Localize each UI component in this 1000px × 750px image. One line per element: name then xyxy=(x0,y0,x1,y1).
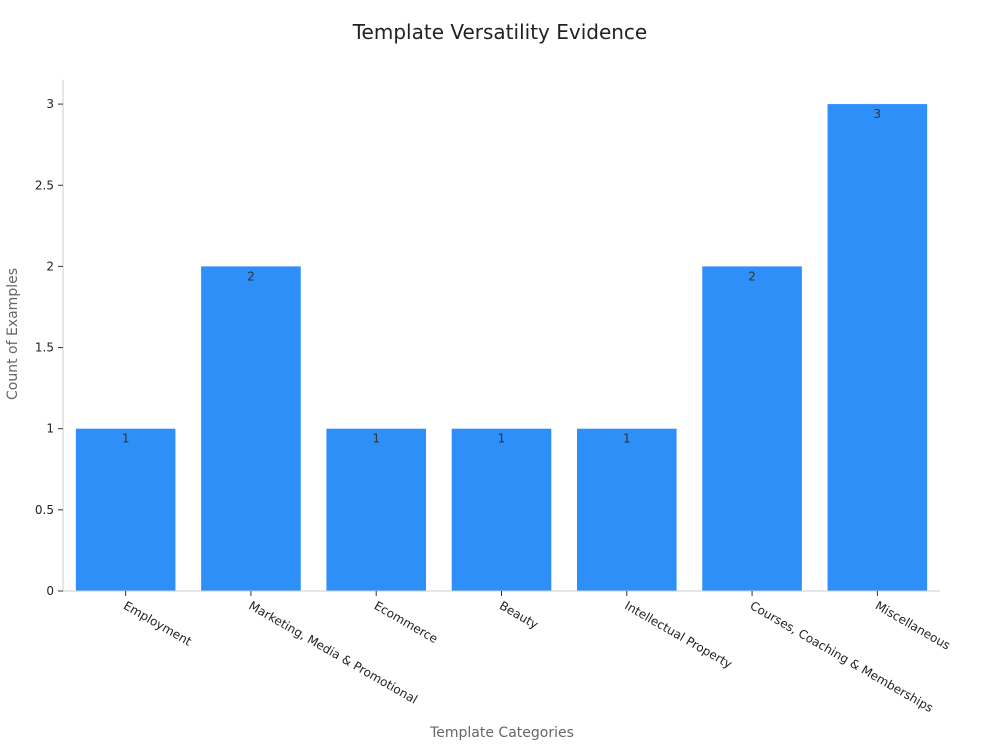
y-tick-label: 0.5 xyxy=(35,503,54,517)
x-axis-label: Template Categories xyxy=(429,725,574,741)
y-tick-label: 1.5 xyxy=(35,341,54,355)
data-labels-group: 1 2 1 1 1 2 3 xyxy=(122,107,881,446)
y-tick-label: 0 xyxy=(46,584,54,598)
bar-value-label: 2 xyxy=(748,269,756,283)
x-tick-label: Intellectual Property xyxy=(622,598,734,671)
bar xyxy=(827,104,928,591)
bar xyxy=(201,266,301,591)
bar xyxy=(576,428,677,591)
y-tick-label: 3 xyxy=(46,97,54,111)
bar-value-label: 1 xyxy=(623,432,631,446)
y-tick-label: 2 xyxy=(46,259,54,273)
y-tick-label: 2.5 xyxy=(35,178,54,192)
bar xyxy=(75,428,176,591)
bar xyxy=(451,428,552,591)
bar-value-label: 3 xyxy=(874,107,882,121)
x-tick-label: Employment xyxy=(121,598,194,648)
x-tick-label: Ecommerce xyxy=(372,598,440,646)
bars-group xyxy=(75,104,928,591)
bar xyxy=(326,428,427,591)
bar-value-label: 1 xyxy=(498,432,506,446)
bar xyxy=(702,266,802,591)
bar-value-label: 1 xyxy=(372,432,380,446)
y-axis: 0 0.5 1 1.5 2 2.5 3 xyxy=(35,79,64,598)
x-tick-label: Miscellaneous xyxy=(873,598,953,652)
y-axis-label: Count of Examples xyxy=(5,268,21,400)
bar-value-label: 1 xyxy=(122,432,130,446)
x-axis: Employment Marketing, Media & Promotional… xyxy=(63,590,953,715)
chart-title: Template Versatility Evidence xyxy=(352,20,648,44)
x-tick-label: Beauty xyxy=(497,598,541,631)
y-tick-label: 1 xyxy=(46,422,54,436)
bar-value-label: 2 xyxy=(247,269,255,283)
